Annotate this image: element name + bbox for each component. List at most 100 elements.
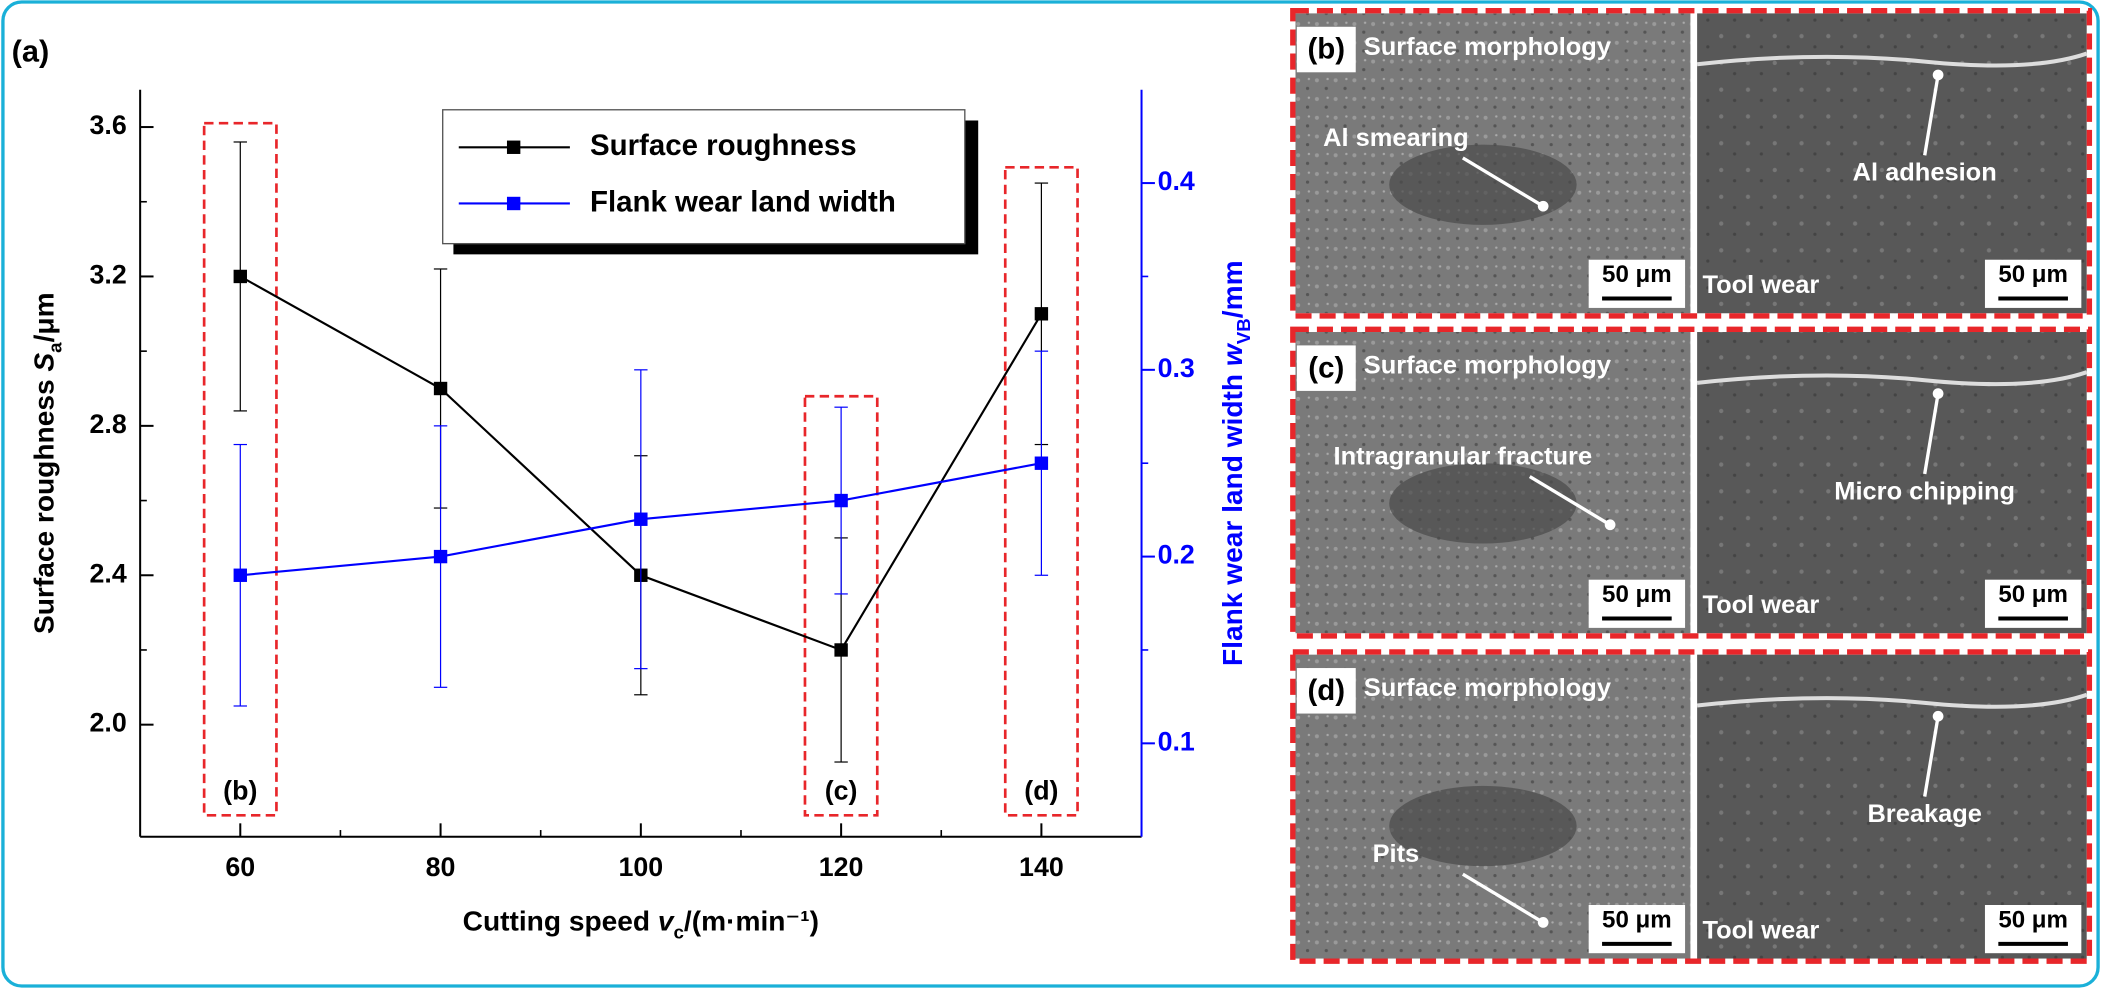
highlight-box [1003,166,1079,817]
edge [1696,692,2088,709]
label-bg [1296,26,1356,73]
feature [1389,144,1577,225]
panel-letter: (d) [1307,674,1345,707]
legend-marker [506,140,521,154]
panel-border [1290,8,2093,319]
y2-tick-label: 0.4 [1158,166,1195,196]
marker [433,549,448,564]
panel-title: Surface morphology [1364,352,1611,380]
x-axis-title-part: /(m·min⁻¹) [684,906,819,937]
scale-label: 50 μm [1998,261,2068,288]
tool-wear-image: Tool wear Breakage 50 μm [1696,654,2088,959]
note: Micro chipping [1834,477,2015,505]
label-bg [1296,345,1356,391]
marker [634,512,648,526]
y-axis-title: Surface roughness Sa/μm [29,292,66,634]
arrow [1923,74,1940,156]
y-axis-title-part: Surface roughness [29,372,60,634]
surface-image: (b) Surface morphology Al smearing 50 μm [1295,13,1691,314]
scale-label: 50 μm [1602,261,1672,288]
x-tick-label: 80 [426,852,456,882]
highlight-box [202,121,278,817]
x-tick-label: 140 [1019,852,1064,882]
annotation: (d) [1024,776,1058,806]
arrow [1923,715,1940,797]
marker [233,568,247,582]
panel-title: Tool wear [1702,271,1819,299]
y-tick-label: 3.6 [90,110,127,140]
arrow [1461,872,1545,924]
arrow-head [1932,710,1944,722]
marker [1034,456,1049,470]
marker [834,643,848,657]
y2-axis-title-part: Flank wear land width [1218,366,1249,666]
x-tick-label: 120 [819,852,864,882]
tool-wear-image: Tool wear Al adhesion 50 μm [1696,13,2088,314]
feature [1389,785,1577,867]
y2-axis-title-part: w [1218,342,1249,366]
plot: (b) (c) (d) 60 80 100 120 140 2.0 2.4 2.8 3.2 3.6 0.1… [29,89,1255,943]
scale-label: 50 μm [1602,581,1672,608]
arrow [1923,393,1940,475]
y2-axis-title-part: VB [1234,318,1255,344]
arrow-head [1604,519,1616,531]
edge [1696,370,2088,387]
y-tick-label: 3.2 [90,260,127,290]
arrow-head [1537,917,1549,928]
y-axis-title-part: S [29,353,60,372]
legend [442,109,966,245]
y-axis-title-part: /μm [29,292,60,342]
arrow-head [1537,200,1549,212]
panel-title: Tool wear [1702,591,1819,619]
panel-letter: (b) [1307,33,1345,66]
y2-tick-label: 0.2 [1158,540,1195,570]
note: Intragranular fracture [1334,443,1593,471]
legend-label: Flank wear land width [590,185,896,218]
y2-axis-title: Flank wear land width wVB/mm [1218,260,1255,666]
surface-image: (d) Surface morphology Pits 50 μm [1295,654,1691,959]
x-tick-label: 100 [619,852,664,882]
x-axis-title: Cutting speed vc/(m·min⁻¹) [463,906,819,943]
x-tick-label: 60 [225,852,255,882]
note: Pits [1373,840,1420,868]
panel-title: Surface morphology [1364,674,1611,702]
tool-wear-image: Tool wear Micro chipping 50 μm [1696,332,2088,634]
arrow-head [1932,388,1944,399]
annotation: (b) [223,776,257,806]
marker [1034,307,1049,321]
arrow-head [1932,69,1944,81]
arrow [1461,156,1545,208]
annotation: (c) [825,776,858,806]
x-axis-title-part: c [674,922,684,943]
y-tick-label: 2.4 [90,558,127,588]
edge [1696,51,2088,68]
marker [433,381,448,396]
y-tick-label: 2.8 [90,409,127,439]
y2-axis-title-part: /mm [1218,260,1249,318]
feature [1389,463,1577,544]
legend-marker [506,196,521,211]
label-bg [1296,668,1356,714]
y-axis-title-part: a [45,342,66,353]
panel-title: Surface morphology [1364,33,1611,61]
legend-label: Surface roughness [590,129,857,162]
highlight-box [803,394,879,817]
x-axis-title-part: Cutting speed [463,906,658,937]
y2-tick-label: 0.1 [1158,726,1195,756]
y-tick-label: 2.0 [90,708,127,738]
scale-label: 50 μm [1998,906,2068,933]
surface-image: (c) Surface morphology Intragranular fract… [1295,332,1691,634]
panel-letter: (c) [1308,351,1344,384]
panel-title: Tool wear [1702,916,1819,944]
scale-label: 50 μm [1998,581,2068,608]
panel-border [1290,649,2093,964]
y2-tick-label: 0.3 [1158,353,1195,383]
marker [233,269,247,284]
panel-label: (a) [12,34,50,69]
note: Breakage [1867,800,1981,828]
arrow [1528,475,1611,527]
x-axis-title-part: v [658,906,675,937]
